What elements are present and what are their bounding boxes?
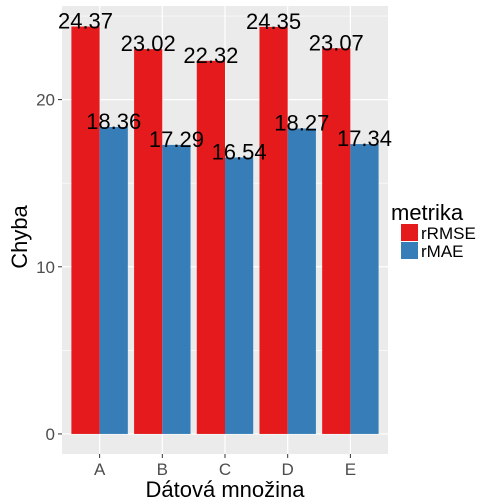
data-label: 17.34: [337, 126, 392, 151]
legend-label-rrmse: rRMSE: [421, 224, 476, 243]
data-label: 24.35: [246, 9, 301, 34]
legend-key-rrmse: [401, 224, 418, 241]
x-tick-label: D: [282, 460, 294, 479]
legend: metrika rRMSE rMAE: [391, 200, 476, 261]
x-tick-label: C: [219, 460, 231, 479]
data-label: 18.36: [86, 109, 141, 134]
data-label: 16.54: [212, 139, 267, 164]
data-label: 23.02: [121, 31, 176, 56]
bar-rmae-d: [287, 128, 316, 434]
bar-rrmse-c: [196, 60, 225, 434]
y-tick-label: 10: [36, 258, 55, 277]
data-label: 24.37: [58, 9, 113, 34]
x-tick-label: E: [345, 460, 356, 479]
data-labels: 24.37 23.02 22.32 24.35 23.07 18.36 17.29 16.54…: [58, 9, 392, 165]
data-label: 22.32: [183, 43, 238, 68]
x-tick-label: B: [157, 460, 168, 479]
bar-rrmse-d: [259, 26, 288, 434]
bar-rrmse-b: [134, 49, 163, 434]
x-axis-title: Dátová množina: [146, 477, 306, 502]
legend-key-rmae: [401, 242, 418, 259]
y-axis-title: Chyba: [7, 204, 32, 268]
data-label: 18.27: [274, 111, 329, 136]
bar-rmae-b: [162, 144, 191, 434]
y-tick-label: 20: [36, 91, 55, 110]
data-label: 17.29: [149, 127, 204, 152]
axis-ticks: 0 10 20 A B C D E: [36, 91, 356, 479]
data-label: 23.07: [309, 30, 364, 55]
x-tick-label: A: [94, 460, 106, 479]
legend-label-rmae: rMAE: [421, 242, 464, 261]
bar-rrmse-e: [322, 48, 351, 434]
bars: [71, 26, 379, 434]
y-tick-label: 0: [46, 425, 55, 444]
legend-title: metrika: [391, 200, 464, 225]
bar-rmae-e: [350, 144, 379, 434]
bar-rrmse-a: [71, 26, 100, 434]
bar-rmae-c: [225, 157, 254, 434]
bar-rmae-a: [99, 127, 128, 434]
